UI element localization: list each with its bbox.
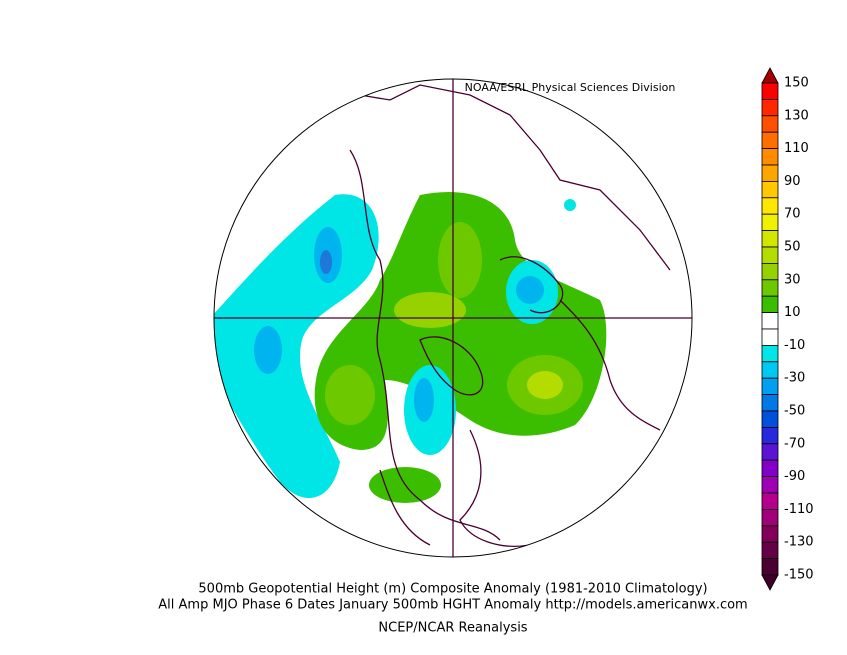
colorbar-swatch [761, 262, 779, 281]
caption: All Amp MJO Phase 6 Dates January 500mb … [158, 598, 747, 613]
colorbar-label: 90 [784, 174, 801, 189]
colorbar-swatch [761, 344, 779, 363]
colorbar-label: -50 [784, 404, 805, 419]
positive-anomaly [325, 365, 375, 425]
colorbar-swatch [761, 492, 779, 510]
colorbar-swatch [761, 164, 779, 182]
colorbar-label: 10 [784, 305, 801, 320]
colorbar-swatch [761, 443, 779, 461]
colorbar-swatch [761, 394, 779, 412]
colorbar-swatch [761, 426, 779, 445]
positive-anomaly [438, 222, 482, 298]
colorbar-swatch [761, 131, 779, 149]
colorbar-label: -150 [784, 568, 814, 583]
colorbar-swatch [761, 558, 779, 576]
map-border [213, 78, 693, 558]
colorbar-label: -70 [784, 436, 805, 451]
caption: NCEP/NCAR Reanalysis [378, 621, 527, 636]
negative-anomaly [414, 378, 434, 422]
colorbar-label: 70 [784, 207, 801, 222]
colorbar-swatch [761, 197, 779, 215]
colorbar-swatch [761, 279, 779, 297]
colorbar-swatch [761, 476, 779, 494]
colorbar-label: 30 [784, 272, 801, 287]
caption: 500mb Geopotential Height (m) Composite … [198, 582, 707, 597]
header: NOAA/ESRL Physical Sciences Division [465, 81, 676, 94]
colorbar-label: 50 [784, 240, 801, 255]
colorbar-swatch [761, 525, 779, 543]
colorbar-swatch [761, 115, 779, 133]
colorbar-swatch [761, 213, 779, 231]
colorbar-swatch [761, 295, 779, 314]
colorbar-swatch [761, 82, 779, 100]
negative-anomaly [564, 199, 576, 211]
colorbar-swatch [761, 180, 779, 199]
colorbar: 150 130 110 90 70 50 30 10 -10 -30 -50 -70 -90 -110 -1… [761, 67, 814, 591]
anomaly-field [214, 84, 671, 547]
colorbar-label: -130 [784, 535, 814, 550]
colorbar-label: -30 [784, 371, 805, 386]
colorbar-label: -10 [784, 338, 805, 353]
colorbar-label: -110 [784, 502, 814, 517]
negative-anomaly [320, 250, 332, 274]
colorbar-label: 110 [784, 141, 809, 156]
colorbar-label: -90 [784, 469, 805, 484]
positive-anomaly [394, 292, 466, 328]
colorbar-swatch [761, 361, 779, 379]
colorbar-swatch [761, 246, 779, 264]
colorbar-arrow [761, 574, 779, 591]
colorbar-label: 150 [784, 76, 809, 91]
colorbar-swatch [761, 541, 779, 560]
colorbar-swatch [761, 508, 779, 527]
colorbar-swatch [761, 148, 779, 166]
colorbar-swatch [761, 312, 779, 330]
colorbar-swatch [761, 328, 779, 346]
colorbar-swatch [761, 459, 779, 478]
coastlines [329, 84, 671, 547]
colorbar-swatch [761, 99, 779, 117]
negative-anomaly [516, 276, 544, 304]
colorbar-swatch [761, 377, 779, 396]
negative-anomaly [254, 326, 282, 374]
colorbar-arrow [761, 67, 779, 84]
colorbar-label: 130 [784, 108, 809, 123]
colorbar-swatch [761, 230, 779, 248]
colorbar-swatch [761, 410, 779, 428]
positive-anomaly [527, 371, 563, 399]
